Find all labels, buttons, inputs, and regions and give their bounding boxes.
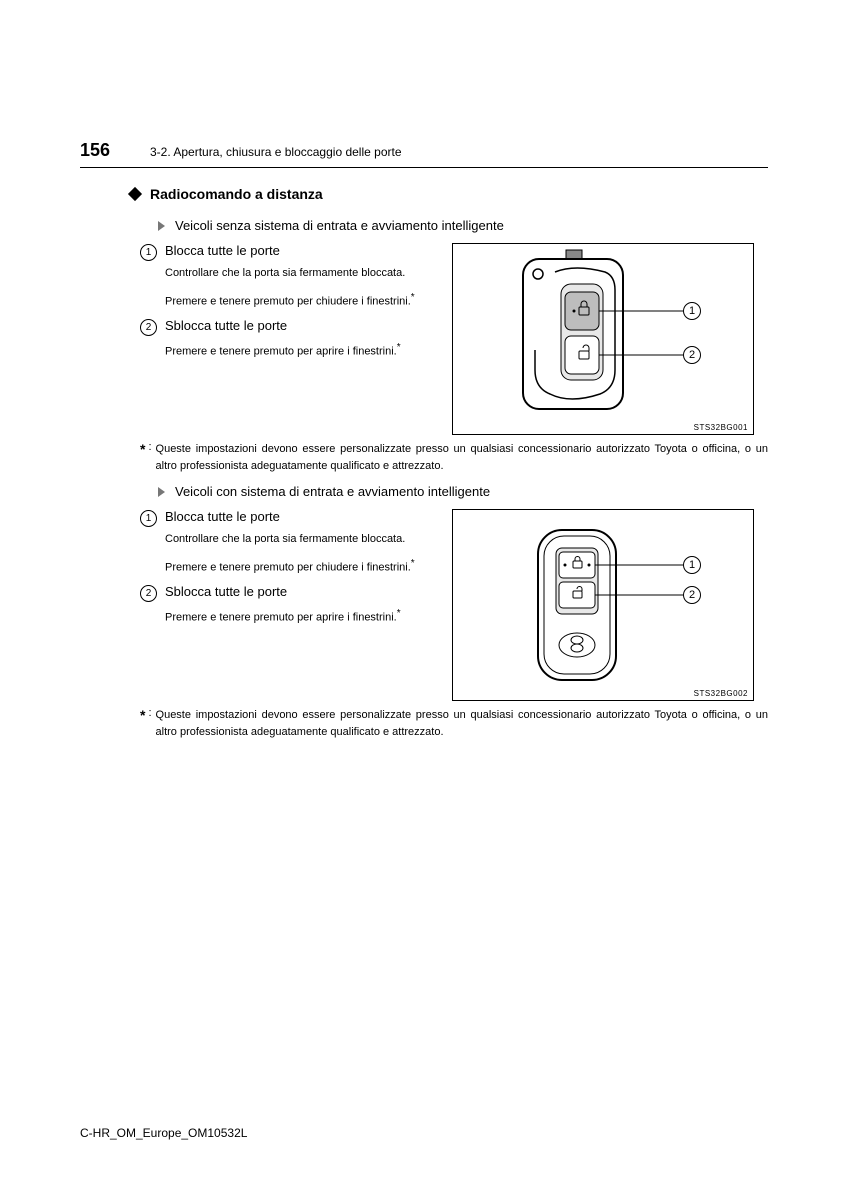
page-header: 156 3-2. Apertura, chiusura e bloccaggio… xyxy=(80,140,768,168)
content-block-b: 1 Blocca tutte le porte Controllare che … xyxy=(140,509,768,701)
item-b1-title: Blocca tutte le porte xyxy=(165,509,280,524)
doc-footer: C-HR_OM_Europe_OM10532L xyxy=(80,1126,247,1140)
callout-2-icon: 2 xyxy=(683,586,701,604)
diamond-icon xyxy=(128,187,142,201)
text-col-b: 1 Blocca tutte le porte Controllare che … xyxy=(140,509,452,701)
asterisk-sup: * xyxy=(397,342,401,353)
circled-2-icon: 2 xyxy=(140,319,157,336)
asterisk-icon: * xyxy=(140,441,145,474)
triangle-icon xyxy=(158,221,165,231)
item-b1-desc2: Premere e tenere premuto per chiudere i … xyxy=(165,556,440,576)
fig-code-a: STS32BG001 xyxy=(694,423,748,432)
item-a1-title: Blocca tutte le porte xyxy=(165,243,280,258)
subhead-a: Veicoli senza sistema di entrata e avvia… xyxy=(158,218,768,233)
callout-2-icon: 2 xyxy=(683,346,701,364)
footnote-b: * : Queste impostazioni devono essere pe… xyxy=(140,707,768,740)
callout-1-icon: 1 xyxy=(683,302,701,320)
item-a2-title: Sblocca tutte le porte xyxy=(165,318,287,333)
footnote-b-text: Queste impostazioni devono essere person… xyxy=(156,707,768,740)
item-a2: 2 Sblocca tutte le porte xyxy=(140,318,440,336)
item-b2-title: Sblocca tutte le porte xyxy=(165,584,287,599)
triangle-icon xyxy=(158,487,165,497)
item-b1-desc1: Controllare che la porta sia fermamente … xyxy=(165,531,440,548)
figure-a: 1 2 STS32BG001 xyxy=(452,243,762,435)
figure-a-frame: 1 2 STS32BG001 xyxy=(452,243,754,435)
keyfob-b-illustration xyxy=(453,510,753,700)
circled-2-icon: 2 xyxy=(140,585,157,602)
item-b2: 2 Sblocca tutte le porte xyxy=(140,584,440,602)
asterisk-sup: * xyxy=(411,292,415,303)
colon: : xyxy=(148,441,151,474)
asterisk-icon: * xyxy=(140,707,145,740)
section-breadcrumb: 3-2. Apertura, chiusura e bloccaggio del… xyxy=(150,145,402,159)
subhead-b: Veicoli con sistema di entrata e avviame… xyxy=(158,484,768,499)
item-a2-desc1: Premere e tenere premuto per aprire i fi… xyxy=(165,340,440,360)
subtitle-b: Veicoli con sistema di entrata e avviame… xyxy=(175,484,490,499)
item-b2-desc1: Premere e tenere premuto per aprire i fi… xyxy=(165,606,440,626)
item-a1-desc2: Premere e tenere premuto per chiudere i … xyxy=(165,290,440,310)
figure-b: 1 2 STS32BG002 xyxy=(452,509,762,701)
section-title-row: Radiocomando a distanza xyxy=(130,186,768,202)
subtitle-a: Veicoli senza sistema di entrata e avvia… xyxy=(175,218,504,233)
item-b1: 1 Blocca tutte le porte xyxy=(140,509,440,527)
item-a1: 1 Blocca tutte le porte xyxy=(140,243,440,261)
footnote-a-text: Queste impostazioni devono essere person… xyxy=(156,441,768,474)
fig-code-b: STS32BG002 xyxy=(694,689,748,698)
keyfob-a-illustration xyxy=(453,244,753,434)
content-block-a: 1 Blocca tutte le porte Controllare che … xyxy=(140,243,768,435)
footnote-a: * : Queste impostazioni devono essere pe… xyxy=(140,441,768,474)
section-title: Radiocomando a distanza xyxy=(150,186,323,202)
callout-1-icon: 1 xyxy=(683,556,701,574)
asterisk-sup: * xyxy=(411,558,415,569)
asterisk-sup: * xyxy=(397,608,401,619)
circled-1-icon: 1 xyxy=(140,244,157,261)
page-number: 156 xyxy=(80,140,150,161)
colon: : xyxy=(148,707,151,740)
figure-b-frame: 1 2 STS32BG002 xyxy=(452,509,754,701)
text-col-a: 1 Blocca tutte le porte Controllare che … xyxy=(140,243,452,435)
page: 156 3-2. Apertura, chiusura e bloccaggio… xyxy=(0,0,848,740)
circled-1-icon: 1 xyxy=(140,510,157,527)
item-a1-desc1: Controllare che la porta sia fermamente … xyxy=(165,265,440,282)
